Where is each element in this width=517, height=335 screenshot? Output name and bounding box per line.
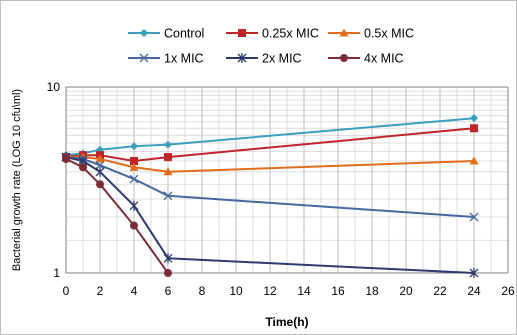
x-tick-label: 0 — [63, 284, 70, 298]
marker-star — [95, 166, 105, 177]
x-tick-label: 20 — [399, 284, 413, 298]
marker-square — [470, 124, 478, 133]
x-tick-label: 6 — [165, 284, 172, 298]
y-tick-label: 10 — [47, 80, 61, 94]
legend-item: 0.25x MIC — [226, 27, 319, 41]
x-tick-label: 10 — [229, 284, 243, 298]
marker-star — [129, 200, 139, 211]
marker-x — [139, 53, 149, 63]
marker-triangle — [129, 162, 139, 171]
x-tick-label: 4 — [131, 284, 138, 298]
y-tick-labels: 1 10 — [47, 80, 61, 280]
marker-circle — [164, 269, 172, 277]
legend-item: 1x MIC — [128, 52, 204, 66]
marker-x — [163, 191, 173, 201]
x-tick-label: 8 — [199, 284, 206, 298]
marker-circle — [130, 221, 138, 230]
legend-label: 2x MIC — [262, 52, 302, 66]
legend-item: 2x MIC — [226, 52, 302, 66]
marker-triangle — [95, 154, 105, 163]
marker-diamond — [140, 29, 148, 37]
legend-label: 0.25x MIC — [262, 27, 319, 41]
legend-item: 4x MIC — [328, 52, 404, 66]
x-tick-label: 24 — [467, 284, 481, 298]
marker-diamond — [470, 114, 478, 123]
series-layer — [61, 114, 479, 278]
legend-label: 4x MIC — [364, 52, 404, 66]
marker-square — [164, 153, 172, 162]
series-line — [65, 156, 475, 274]
marker-square — [130, 157, 138, 166]
legend-label: 0.5x MIC — [364, 27, 414, 41]
series-2x-mic — [61, 152, 479, 278]
marker-star — [469, 268, 479, 278]
marker-square — [238, 29, 246, 37]
minor-gridlines — [66, 87, 508, 273]
axes — [65, 86, 509, 274]
legend: Control 0.25x MIC 0.5x MIC 1x MIC 2x MIC 4x M… — [128, 27, 414, 66]
legend-item: 0.5x MIC — [328, 27, 414, 41]
legend-label: 1x MIC — [164, 52, 204, 66]
marker-circle — [62, 155, 70, 164]
marker-circle — [79, 163, 87, 172]
marker-x — [129, 174, 139, 184]
marker-circle — [96, 180, 104, 189]
legend-item: Control — [128, 27, 204, 41]
x-tick-label: 14 — [297, 284, 311, 298]
marker-star — [163, 253, 173, 264]
x-tick-labels: 0 2 4 6 8 10 12 14 16 18 20 22 24 26 — [63, 284, 515, 298]
x-tick-label: 26 — [501, 284, 515, 298]
marker-circle — [340, 54, 348, 62]
marker-triangle — [339, 28, 349, 37]
x-tick-label: 16 — [331, 284, 345, 298]
x-axis-title: Time(h) — [265, 315, 308, 329]
marker-x — [469, 212, 479, 222]
y-axis-title: Bacterial growth rate (LOG 10 cfu\ml) — [11, 89, 23, 271]
marker-diamond — [130, 142, 138, 151]
legend-label: Control — [164, 27, 204, 41]
y-tick-label: 1 — [53, 266, 60, 280]
marker-triangle — [163, 167, 173, 176]
x-tick-label: 2 — [97, 284, 104, 298]
series-4x-mic — [62, 155, 172, 277]
marker-triangle — [469, 156, 479, 165]
x-tick-label: 12 — [263, 284, 277, 298]
x-tick-label: 22 — [433, 284, 447, 298]
marker-diamond — [164, 140, 172, 149]
marker-star — [237, 53, 247, 63]
marker-x — [95, 160, 105, 170]
x-tick-label: 18 — [365, 284, 379, 298]
